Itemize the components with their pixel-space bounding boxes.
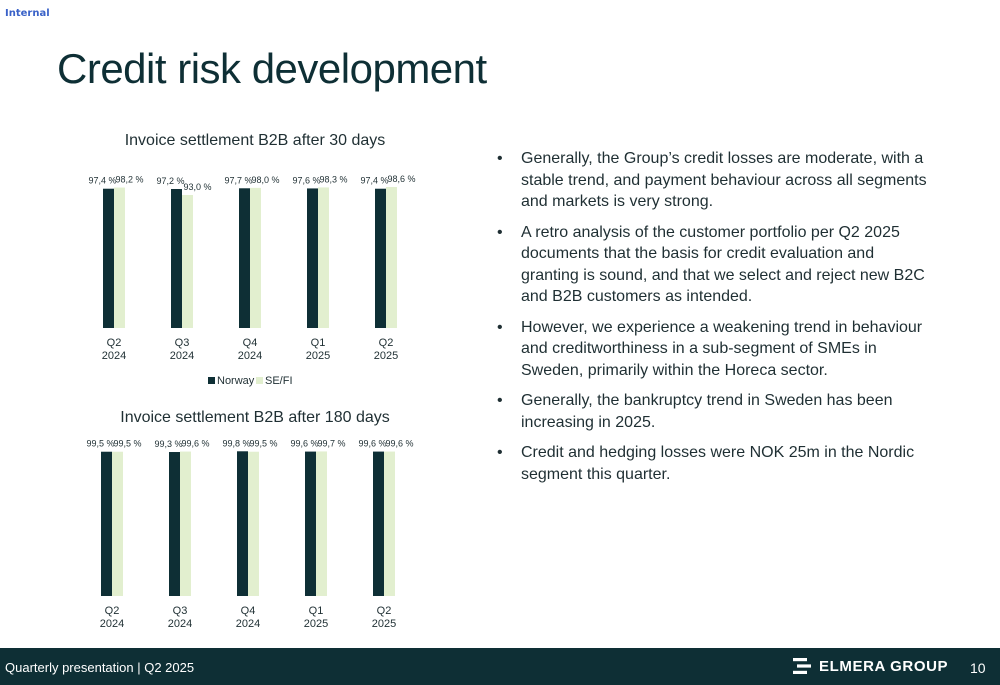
chart-1-legend-label: Norway xyxy=(217,375,255,387)
chart-2-data-label: 99,6 % xyxy=(290,439,318,449)
chart-1-bar-norway-1 xyxy=(171,189,182,328)
chart-1-tick-label: Q3 xyxy=(175,337,190,349)
chart-2-tick-label: 2024 xyxy=(168,618,192,630)
chart-2-data-label: 99,6 % xyxy=(358,439,386,449)
chart-2-data-label: 99,6 % xyxy=(181,439,209,449)
bullet-list: Generally, the Group’s credit losses are… xyxy=(495,148,935,494)
chart-2-data-label: 99,5 % xyxy=(249,439,277,449)
chart-1-bar-norway-3 xyxy=(307,188,318,328)
chart-2-tick-label: 2025 xyxy=(304,618,328,630)
chart-1-data-label: 98,6 % xyxy=(387,174,415,184)
chart-1-bar-norway-2 xyxy=(239,188,250,328)
footer-bar: Quarterly presentation | Q2 2025 ELMERA … xyxy=(0,648,1000,685)
chart-1-legend-swatch xyxy=(208,377,215,384)
chart-2-bar-norway-3 xyxy=(305,451,316,596)
chart-1-tick-label: Q2 xyxy=(107,337,122,349)
bullet-item: Credit and hedging losses were NOK 25m i… xyxy=(495,442,935,485)
chart-1-tick-label: 2025 xyxy=(306,350,330,362)
chart-1-legend-label: SE/FI xyxy=(265,375,293,387)
chart-2-bar-sefi-0 xyxy=(112,451,123,596)
chart-1-tick-label: Q4 xyxy=(243,337,258,349)
chart-2-bar-norway-0 xyxy=(101,451,112,596)
bullet-item: However, we experience a weakening trend… xyxy=(495,317,935,382)
chart-1-data-label: 97,4 % xyxy=(360,176,388,186)
chart-1-bar-sefi-0 xyxy=(114,187,125,328)
chart-2-bar-sefi-1 xyxy=(180,451,191,596)
chart-1-data-label: 98,3 % xyxy=(319,174,347,184)
chart-2-tick-label: Q1 xyxy=(309,605,324,617)
chart-2-data-label: 99,5 % xyxy=(86,439,114,449)
chart-2-bar-norway-2 xyxy=(237,451,248,596)
chart-1-bar-sefi-3 xyxy=(318,187,329,328)
chart-1-tick-label: 2024 xyxy=(238,350,262,362)
bullet-item: Generally, the Group’s credit losses are… xyxy=(495,148,935,213)
chart-2-data-label: 99,5 % xyxy=(113,439,141,449)
chart-1-data-label: 97,7 % xyxy=(224,175,252,185)
chart-2-data-label: 99,8 % xyxy=(222,438,250,448)
chart-2-bar-sefi-4 xyxy=(384,451,395,596)
chart-1-data-label: 98,0 % xyxy=(251,175,279,185)
chart-1-data-label: 93,0 % xyxy=(183,182,211,192)
chart-1-bar-norway-0 xyxy=(103,188,114,328)
chart-1-tick-label: 2024 xyxy=(102,350,126,362)
chart-1-data-label: 98,2 % xyxy=(115,175,143,185)
chart-2-data-label: 99,7 % xyxy=(317,438,345,448)
chart-1-bar-sefi-2 xyxy=(250,187,261,328)
chart-1-tick-label: 2025 xyxy=(374,350,398,362)
chart-2-tick-label: Q3 xyxy=(173,605,188,617)
elmera-logo-icon xyxy=(793,658,811,674)
chart-2-tick-label: 2024 xyxy=(100,618,124,630)
chart-2-tick-label: 2025 xyxy=(372,618,396,630)
chart-1-title: Invoice settlement B2B after 30 days xyxy=(124,132,386,149)
chart-1-tick-label: Q2 xyxy=(379,337,394,349)
chart-2-tick-label: 2024 xyxy=(236,618,260,630)
chart-2-data-label: 99,3 % xyxy=(154,439,182,449)
chart-1-legend-swatch xyxy=(256,377,263,384)
chart-2-tick-label: Q4 xyxy=(241,605,256,617)
chart-1-data-label: 97,2 % xyxy=(156,176,184,186)
chart-2-bar-sefi-3 xyxy=(316,451,327,596)
chart-1-data-label: 97,6 % xyxy=(292,175,320,185)
chart-1-bar-sefi-1 xyxy=(182,195,193,328)
chart-1-bar-norway-4 xyxy=(375,188,386,328)
chart-2-title: Invoice settlement B2B after 180 days xyxy=(120,409,390,426)
chart-2-tick-label: Q2 xyxy=(377,605,392,617)
chart-1-bar-sefi-4 xyxy=(386,187,397,328)
logo-text: ELMERA GROUP xyxy=(819,657,949,675)
chart-1-tick-label: 2024 xyxy=(170,350,194,362)
bullet-item: Generally, the bankruptcy trend in Swede… xyxy=(495,390,935,433)
bullet-item: A retro analysis of the customer portfol… xyxy=(495,222,935,308)
chart-2-data-label: 99,6 % xyxy=(385,439,413,449)
chart-2-tick-label: Q2 xyxy=(105,605,120,617)
page-title: Credit risk development xyxy=(57,45,487,92)
chart-2-bar-norway-4 xyxy=(373,451,384,596)
company-logo: ELMERA GROUP xyxy=(793,657,948,675)
chart-1-data-label: 97,4 % xyxy=(88,176,116,186)
page-number: 10 xyxy=(970,660,986,676)
chart-1-tick-label: Q1 xyxy=(311,337,326,349)
footer-presentation-label: Quarterly presentation | Q2 2025 xyxy=(5,660,195,675)
chart-2-bar-sefi-2 xyxy=(248,451,259,596)
classification-label: Internal xyxy=(5,8,50,19)
chart-2-bar-norway-1 xyxy=(169,452,180,596)
